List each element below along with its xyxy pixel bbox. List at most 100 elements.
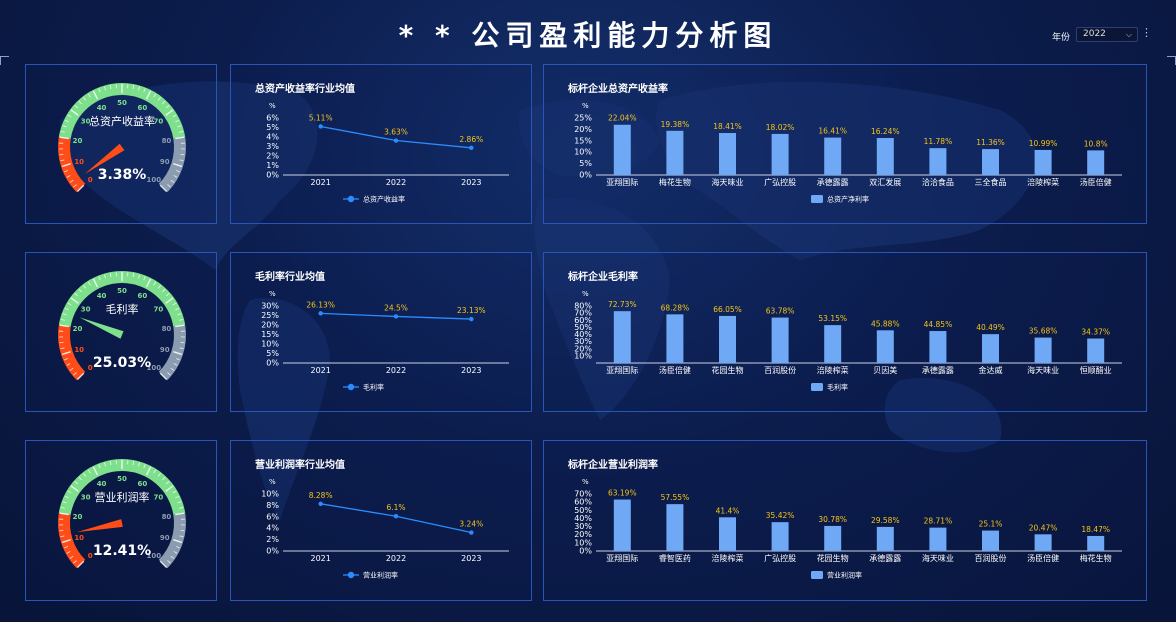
y-tick-label: 15%: [574, 136, 592, 145]
gauge-tick-label: 70: [154, 306, 164, 314]
x-tick-label: 亚翔国际: [606, 365, 638, 375]
gauge-tick: [175, 358, 180, 361]
chart-roa-benchmark: % 0% 5% 10% 15% 20% 25% 亚翔国际 梅花生物 海天味业 广弘控股 承德露露 双汇发…: [574, 102, 1122, 204]
bar: [824, 137, 842, 175]
year-select-value: 2022: [1083, 29, 1106, 39]
data-point: [318, 501, 323, 507]
x-tick-label: 百润股份: [764, 365, 796, 375]
x-tick-label: 汤臣倍健: [1027, 553, 1059, 563]
y-tick-label: 50%: [574, 323, 592, 332]
gauge-tick: [61, 163, 71, 168]
y-tick-label: 5%: [579, 159, 592, 168]
y-tick-label: 60%: [574, 316, 592, 325]
gauge-tick: [74, 105, 79, 109]
y-axis-unit: %: [582, 478, 589, 486]
y-tick-label: 6%: [266, 512, 279, 521]
gauge-tick: [159, 372, 168, 381]
bar: [719, 517, 736, 551]
bar: [1087, 150, 1105, 175]
data-label: 11.36%: [976, 138, 1005, 147]
data-label: 35.68%: [1029, 327, 1058, 336]
legend-label: 毛利率: [363, 383, 384, 392]
gauge-tick: [87, 281, 91, 286]
gauge-tick: [145, 278, 152, 288]
x-tick-label: 承德露露: [869, 553, 901, 563]
gauge-tick: [180, 529, 185, 532]
y-axis-unit: %: [269, 478, 276, 486]
gauge-tick: [83, 284, 87, 289]
data-label: 16.41%: [818, 127, 847, 136]
x-tick-label: 涪陵榨菜: [712, 553, 744, 563]
data-label: 68.28%: [661, 303, 690, 312]
gauge-tick: [62, 125, 67, 128]
gauge-tick: [153, 93, 157, 98]
y-tick-label: 20%: [574, 344, 592, 353]
data-label: 29.58%: [871, 516, 900, 525]
data-label: 26.13%: [306, 300, 335, 309]
gauge-tick: [173, 363, 178, 366]
year-select[interactable]: 2022 ⌵: [1076, 27, 1138, 42]
gauge-tick: [173, 175, 178, 178]
legend-marker: [347, 195, 355, 203]
x-tick-label: 梅花生物: [1080, 553, 1112, 563]
gauge-tick: [177, 501, 182, 504]
gauge-band-high: [158, 512, 186, 569]
chart-title: 营业利润率行业均值: [255, 460, 345, 471]
gauge-tick: [173, 163, 183, 168]
x-tick-label: 承德露露: [922, 365, 954, 375]
gauge-tick-label: 80: [162, 325, 172, 333]
gauge-needle: [84, 143, 125, 174]
bar: [929, 331, 947, 363]
gauge-tick: [165, 109, 174, 116]
data-label: 5.11%: [309, 113, 333, 122]
data-label: 28.71%: [924, 517, 953, 526]
gauge-tick: [175, 170, 180, 173]
gauge-tick-label: 10: [74, 158, 84, 166]
legend-label: 总资产收益率: [363, 195, 405, 204]
gauge-tick-label: 100: [147, 364, 162, 372]
y-tick-label: 70%: [574, 490, 592, 499]
y-tick-label: 30%: [574, 522, 592, 531]
gauge-tick-label: 60: [138, 480, 148, 488]
gauge-tick: [61, 351, 71, 356]
y-tick-label: 0%: [579, 547, 592, 556]
gauge-tick-label: 40: [97, 104, 107, 112]
y-tick-label: 10%: [574, 351, 592, 360]
x-tick-label: 花园生物: [817, 553, 849, 563]
gauge-panel-operating-margin: 0 10 20 30 40 50 60 70 80 90 100 营业利润率 12.41%: [25, 440, 217, 601]
x-tick-label: 2022: [386, 178, 406, 187]
bar: [982, 530, 999, 551]
gauge-tick: [60, 318, 65, 321]
y-tick-label: 60%: [574, 498, 592, 507]
data-label: 44.85%: [924, 320, 953, 329]
gauge-tick-label: 20: [73, 137, 83, 145]
gauge-tick: [67, 490, 72, 494]
gauge-tick: [175, 119, 180, 123]
y-tick-label: 10%: [261, 490, 279, 499]
gauge-tick: [165, 481, 170, 485]
data-label: 19.38%: [661, 120, 690, 129]
y-tick-label: 80%: [574, 302, 592, 311]
legend-label: 营业利润率: [363, 571, 398, 580]
gauge-tick: [67, 302, 72, 306]
bar: [876, 137, 894, 175]
bar: [771, 133, 789, 175]
gauge-tick: [109, 85, 112, 90]
gauge-tick: [92, 278, 99, 288]
gauge-panel-gross-margin: 0 10 20 30 40 50 60 70 80 90 100 毛利率 25.03%: [25, 252, 217, 412]
gauge-tick-label: 40: [97, 480, 107, 488]
more-options-icon[interactable]: ⋮: [1141, 26, 1152, 39]
gauge-value: 25.03%: [93, 355, 151, 371]
gauge-tick: [59, 529, 64, 532]
data-label: 18.47%: [1081, 525, 1110, 534]
gauge-tick: [59, 136, 69, 140]
data-label: 41.4%: [716, 506, 740, 515]
data-label: 57.55%: [661, 493, 690, 502]
gauge-tick: [69, 179, 74, 183]
gauge-tick: [64, 495, 69, 499]
gauge-tick-label: 20: [73, 513, 83, 521]
gauge-tick: [179, 159, 184, 162]
y-tick-label: 30%: [261, 302, 279, 311]
gauge-tick: [62, 313, 67, 316]
gauge-tick: [66, 175, 71, 178]
